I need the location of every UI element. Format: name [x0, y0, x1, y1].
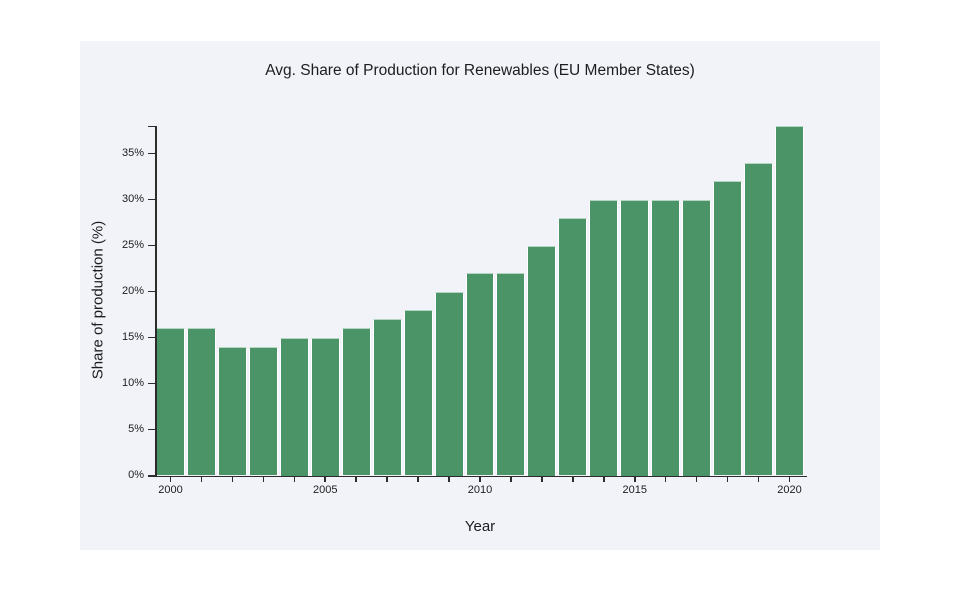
bar-2015 — [620, 199, 650, 476]
bar-2002 — [217, 346, 247, 476]
bar-2018 — [713, 181, 743, 476]
x-tick-2007 — [386, 477, 388, 482]
x-tick-2000 — [169, 477, 172, 482]
bar-2017 — [682, 199, 712, 476]
y-tick-label-25: 25% — [121, 239, 144, 251]
x-tick-label-2015: 2015 — [622, 484, 647, 496]
x-tick-2019 — [757, 477, 760, 482]
bar-2014 — [589, 199, 619, 476]
y-tick-25 — [148, 244, 155, 247]
x-tick-label-2010: 2010 — [467, 484, 493, 496]
bar-2004 — [279, 337, 309, 476]
y-tick-20 — [148, 290, 155, 293]
x-tick-2004 — [293, 477, 296, 482]
y-tick-10 — [148, 382, 155, 385]
x-tick-2009 — [448, 477, 450, 482]
x-tick-2014 — [603, 477, 605, 482]
x-tick-2005 — [324, 477, 326, 482]
bar-2011 — [496, 273, 526, 476]
chart-title: Avg. Share of Production for Renewables … — [265, 62, 695, 79]
bar-2019 — [744, 162, 774, 476]
y-tick-30 — [148, 198, 155, 201]
x-tick-2015 — [634, 477, 636, 482]
x-tick-2001 — [200, 477, 203, 482]
y-tick-label-30: 30% — [121, 193, 144, 205]
x-axis-spine — [148, 475, 807, 477]
y-tick-label-0: 0% — [128, 469, 144, 481]
bar-2005 — [310, 337, 340, 476]
y-tick-15 — [148, 336, 155, 339]
bar-2012 — [527, 245, 557, 476]
bar-2013 — [558, 217, 588, 476]
x-tick-2006 — [355, 477, 357, 482]
y-tick-label-10: 10% — [121, 377, 144, 389]
x-tick-2003 — [262, 477, 265, 482]
bar-2008 — [403, 309, 433, 476]
y-tick-5 — [148, 428, 155, 431]
bar-2020 — [775, 125, 804, 476]
bar-2001 — [186, 328, 216, 476]
bar-2000 — [156, 328, 185, 476]
bar-2009 — [434, 291, 464, 476]
y-tick-35 — [148, 152, 155, 155]
x-tick-2018 — [726, 477, 729, 482]
x-tick-2002 — [231, 477, 234, 482]
x-tick-2013 — [572, 477, 574, 482]
x-tick-2008 — [417, 477, 419, 482]
x-axis-label: Year — [464, 518, 496, 535]
y-axis-top-cap — [148, 125, 155, 128]
x-tick-2017 — [695, 477, 698, 482]
y-tick-label-15: 15% — [121, 331, 144, 343]
bar-2006 — [341, 328, 371, 476]
bar-2003 — [248, 346, 278, 476]
x-tick-2012 — [541, 477, 543, 482]
x-tick-label-2020: 2020 — [777, 484, 802, 496]
y-tick-0 — [148, 474, 155, 477]
y-tick-label-35: 35% — [121, 147, 144, 159]
bar-2016 — [651, 199, 681, 476]
bar-2010 — [465, 273, 495, 476]
x-tick-2011 — [510, 477, 512, 482]
y-axis-spine — [155, 125, 157, 477]
y-tick-label-5: 5% — [128, 423, 144, 435]
x-tick-2020 — [788, 477, 791, 482]
x-tick-label-2005: 2005 — [312, 484, 338, 496]
chart-panel: Avg. Share of Production for Renewables … — [80, 41, 880, 550]
y-tick-label-20: 20% — [121, 285, 144, 297]
x-tick-2010 — [479, 477, 481, 482]
bar-2007 — [372, 319, 402, 476]
x-tick-2016 — [664, 477, 667, 482]
x-tick-label-2000: 2000 — [158, 484, 183, 496]
